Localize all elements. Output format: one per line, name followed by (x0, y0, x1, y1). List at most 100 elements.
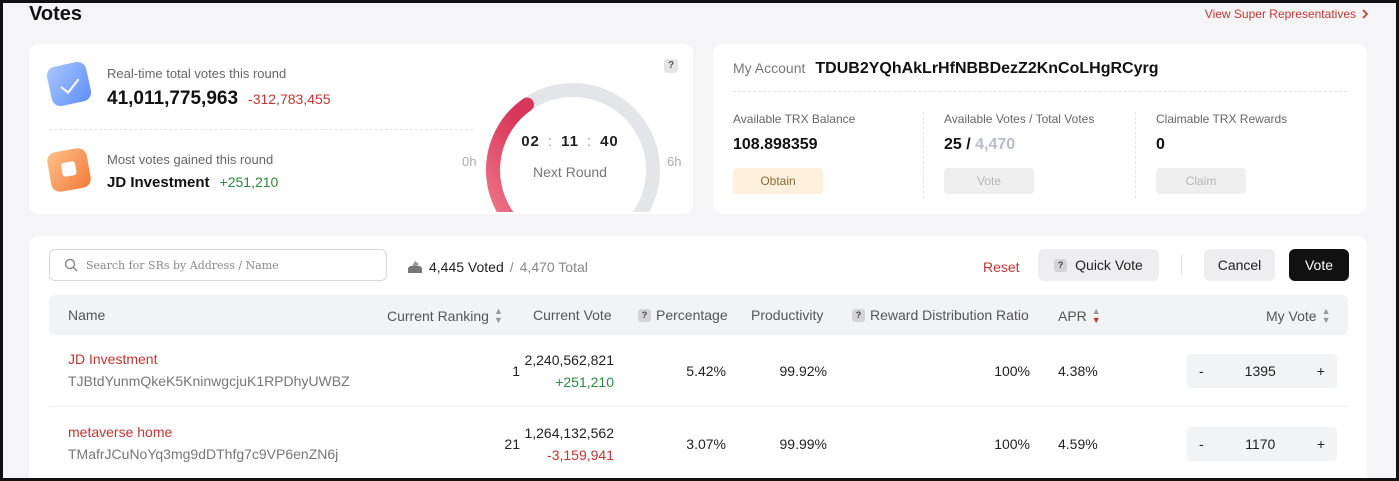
sr-link-label: View Super Representatives (1204, 7, 1356, 21)
votes-column: Available Votes / Total Votes 25 / 4,470… (944, 112, 1134, 194)
sr-name-link[interactable]: metaverse home (68, 424, 173, 440)
my-vote-stepper[interactable]: - 1395 + (1187, 354, 1337, 388)
increment-button[interactable]: + (1316, 436, 1325, 452)
reward-cell: 100% (994, 363, 1030, 379)
search-input[interactable] (86, 258, 366, 272)
column-vote: Current Vote (533, 307, 612, 323)
cancel-button[interactable]: Cancel (1204, 249, 1275, 281)
column-percentage: ? Percentage (638, 307, 728, 323)
total-votes-change: -312,783,455 (248, 91, 331, 107)
chevron-right-icon (1362, 9, 1369, 19)
vote-change: -3,159,941 (547, 447, 614, 463)
column-my-vote[interactable]: My Vote ▲ ▼ (1266, 307, 1331, 325)
my-vote-value[interactable]: 1170 (1245, 436, 1276, 452)
votes-separator: / (961, 136, 976, 153)
column-apr[interactable]: APR ▲ ▼ (1058, 307, 1101, 325)
most-votes-change: +251,210 (219, 174, 279, 190)
sort-icon: ▲ ▼ (1321, 306, 1331, 325)
gauge-start-label: 0h (462, 154, 477, 169)
next-round-label: Next Round (533, 164, 607, 180)
decrement-button[interactable]: - (1199, 363, 1204, 379)
votes-label: Available Votes / Total Votes (944, 112, 1095, 126)
sr-cell: metaverse home TMafrJCuNoYq3mg9dDThfg7c9… (68, 424, 338, 462)
table-row: metaverse home TMafrJCuNoYq3mg9dDThfg7c9… (49, 408, 1348, 480)
column-productivity-label: Productivity (751, 307, 824, 323)
vote-value: 2,240,562,821 (524, 352, 614, 368)
column-divider (923, 112, 924, 198)
page-title: Votes (29, 3, 82, 25)
balance-label: Available TRX Balance (733, 112, 856, 126)
total-votes-value: 41,011,775,963 (107, 88, 239, 109)
voted-summary: 4,445 Voted / 4,470 Total (407, 259, 588, 275)
account-divider (733, 91, 1347, 92)
productivity-cell: 99.99% (779, 436, 827, 452)
decrement-button[interactable]: - (1199, 436, 1204, 452)
reset-button[interactable]: Reset (983, 259, 1020, 275)
most-votes-stat: Most votes gained this round JD Investme… (45, 146, 279, 194)
votes-total: 4,470 (975, 136, 1016, 153)
voted-separator: / (509, 259, 514, 275)
gauge-end-label: 6h (667, 154, 682, 169)
balance-value: 108.898359 (733, 136, 818, 153)
my-vote-stepper[interactable]: - 1170 + (1187, 427, 1337, 461)
apr-cell: 4.38% (1058, 363, 1098, 379)
sr-address: TMafrJCuNoYq3mg9dDThfg7c9VP6enZN6j (68, 446, 339, 462)
view-super-representatives-link[interactable]: View Super Representatives (1205, 7, 1369, 21)
vote-cell: 1,264,132,562 -3,159,941 (524, 422, 614, 466)
rewards-column: Claimable TRX Rewards 0 Claim (1156, 112, 1346, 194)
vote-button-disabled[interactable]: Vote (944, 168, 1034, 194)
timer-seconds: 40 (600, 133, 619, 150)
column-my-vote-label: My Vote (1266, 308, 1317, 324)
percentage-cell: 3.07% (686, 436, 726, 452)
ranking-cell: 21 (504, 436, 520, 452)
help-icon: ? (1054, 258, 1068, 272)
rewards-value: 0 (1156, 136, 1165, 153)
column-ranking-label: Current Ranking (387, 308, 489, 324)
countdown-timer: 02:11:40 (521, 133, 619, 150)
apr-cell: 4.59% (1058, 436, 1098, 452)
vote-cell: 2,240,562,821 +251,210 (524, 349, 614, 393)
search-icon (64, 258, 78, 272)
claim-button[interactable]: Claim (1156, 168, 1246, 194)
column-reward-label: Reward Distribution Ratio (870, 307, 1029, 323)
productivity-cell: 99.92% (779, 363, 827, 379)
vote-value: 1,264,132,562 (524, 425, 614, 441)
obtain-button[interactable]: Obtain (733, 168, 823, 194)
sr-cell: JD Investment TJBtdYunmQkeK5KninwgcjuK1R… (68, 351, 350, 389)
sort-icon: ▲ ▼ (493, 306, 503, 325)
voted-total: 4,470 Total (519, 259, 588, 275)
column-ranking[interactable]: Current Ranking ▲ ▼ (387, 307, 503, 325)
quick-vote-button[interactable]: ? Quick Vote (1038, 249, 1159, 281)
column-reward: ? Reward Distribution Ratio (852, 307, 1029, 323)
column-name: Name (68, 307, 105, 323)
toolbar-divider (1181, 255, 1182, 275)
column-vote-label: Current Vote (533, 307, 612, 323)
column-apr-label: APR (1058, 308, 1087, 324)
total-votes-stat: Real-time total votes this round 41,011,… (45, 60, 331, 110)
most-votes-label: Most votes gained this round (107, 152, 274, 167)
vote-button[interactable]: Vote (1289, 249, 1349, 281)
sr-address: TJBtdYunmQkeK5KninwgcjuK1RPDhyUWBZ (68, 373, 350, 389)
rewards-label: Claimable TRX Rewards (1156, 112, 1288, 126)
my-vote-value[interactable]: 1395 (1244, 363, 1276, 379)
column-productivity: Productivity (751, 307, 823, 323)
table-header: Name Current Ranking ▲ ▼ Current Vote ? Per… (49, 295, 1348, 335)
increment-button[interactable]: + (1316, 363, 1325, 379)
column-divider (1135, 112, 1136, 198)
help-icon[interactable]: ? (664, 59, 678, 73)
sr-name-link[interactable]: JD Investment (68, 351, 158, 367)
votes-value: 25 / 4,470 (944, 136, 1134, 154)
account-row: My Account TDUB2YQhAkLrHfNBBDezZ2KnCoLHg… (733, 60, 1159, 78)
most-votes-name: JD Investment (107, 174, 210, 191)
account-label: My Account (733, 60, 806, 76)
sort-icon: ▲ ▼ (1091, 306, 1101, 325)
search-box[interactable] (49, 249, 387, 281)
column-percentage-label: Percentage (656, 307, 728, 323)
timer-hours: 02 (521, 133, 540, 150)
ballot-box-icon (408, 261, 422, 273)
ranking-cell: 1 (512, 363, 520, 379)
help-icon[interactable]: ? (852, 308, 865, 322)
stats-divider (49, 129, 473, 130)
help-icon[interactable]: ? (638, 308, 651, 322)
votes-available: 25 (944, 136, 962, 153)
